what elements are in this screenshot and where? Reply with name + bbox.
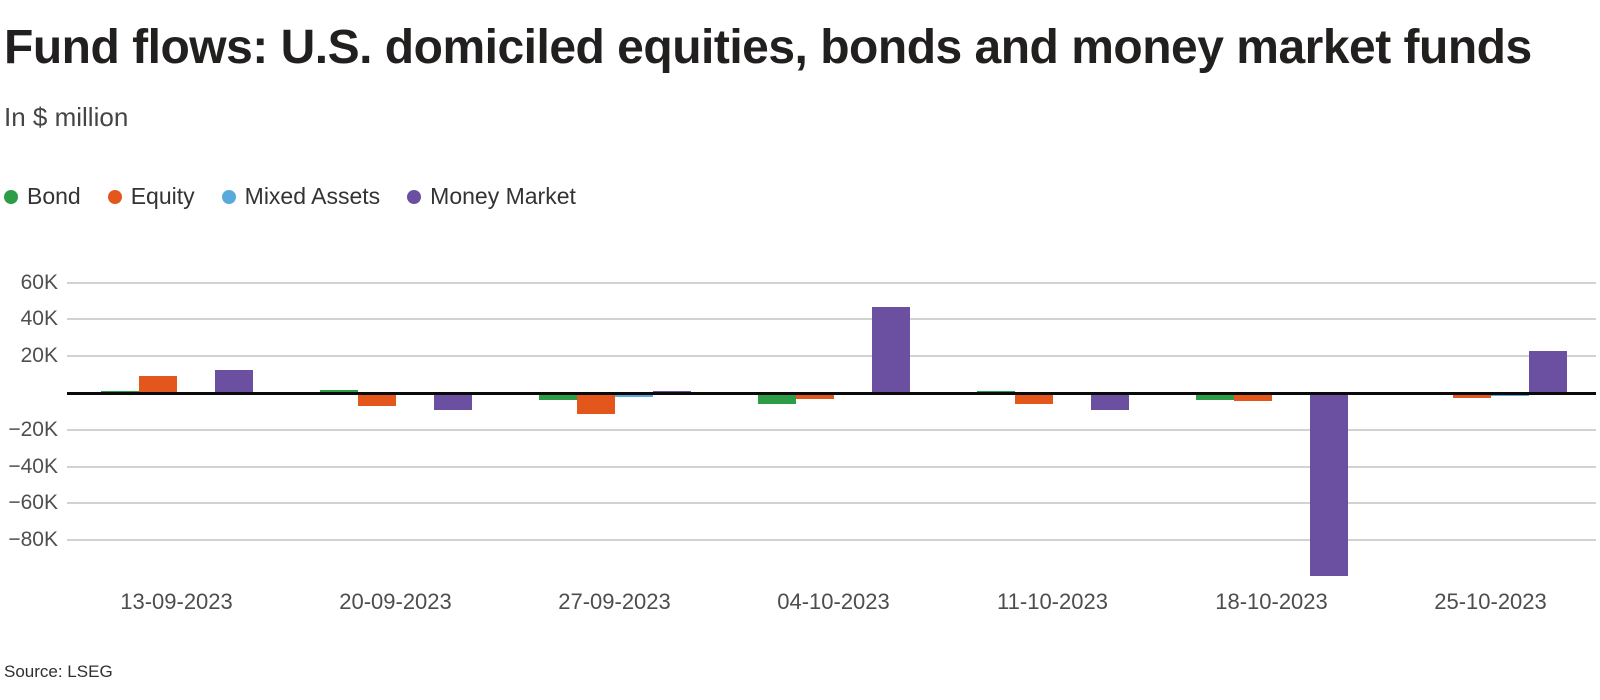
chart-legend: Bond Equity Mixed Assets Money Market (4, 183, 576, 210)
bar-equity-11-10-2023 (1014, 393, 1053, 404)
bar-money-market-04-10-2023 (871, 307, 910, 393)
y-axis-tick-label: −80K (8, 528, 58, 552)
y-axis-tick-label: 40K (20, 307, 58, 331)
gridline-40K (67, 318, 1596, 321)
bar-equity-20-09-2023 (357, 393, 396, 407)
x-axis-label-25-10-2023: 25-10-2023 (1434, 589, 1547, 614)
legend-item-bond: Bond (4, 183, 81, 210)
x-axis-label-11-10-2023: 11-10-2023 (997, 589, 1108, 614)
legend-item-label: Mixed Assets (244, 183, 381, 209)
bar-equity-25-10-2023 (1452, 393, 1491, 398)
x-axis-label-18-10-2023: 18-10-2023 (1215, 589, 1328, 614)
gridline-60K (67, 281, 1596, 284)
gridline-−80K (67, 539, 1596, 542)
legend-dot-icon (407, 189, 422, 204)
y-axis-tick-label: 60K (20, 270, 58, 294)
bar-bond-04-10-2023 (757, 393, 796, 405)
x-axis-label-27-09-2023: 27-09-2023 (558, 589, 671, 614)
legend-item-money-market: Money Market (407, 183, 576, 210)
bar-mixed-assets-27-09-2023 (614, 393, 653, 398)
gridline-20K (67, 355, 1596, 358)
bar-money-market-11-10-2023 (1090, 393, 1129, 410)
gridline-−60K (67, 502, 1596, 505)
gridline-−20K (67, 428, 1596, 431)
bar-bond-27-09-2023 (538, 393, 577, 400)
page-title: Fund flows: U.S. domiciled equities, bon… (4, 21, 1532, 74)
chart-subtitle: In $ million (4, 102, 129, 132)
y-axis-tick-label: −40K (8, 454, 58, 478)
legend-item-label: Money Market (430, 183, 576, 209)
legend-item-label: Equity (130, 183, 195, 209)
bar-money-market-20-09-2023 (433, 393, 472, 411)
source-credit: Source: LSEG (4, 662, 113, 681)
bar-money-market-25-10-2023 (1528, 351, 1567, 393)
bar-equity-18-10-2023 (1233, 393, 1272, 402)
bar-equity-13-09-2023 (138, 376, 177, 393)
legend-item-label: Bond (27, 183, 81, 209)
y-axis-tick-label: 20K (20, 344, 58, 368)
legend-dot-icon (221, 189, 236, 204)
y-axis-tick-label: −60K (8, 491, 58, 515)
bar-equity-04-10-2023 (795, 393, 834, 400)
legend-item-mixed-assets: Mixed Assets (221, 183, 381, 210)
zero-baseline (67, 391, 1596, 395)
gridline-−40K (67, 465, 1596, 468)
y-axis-tick-label: −20K (8, 417, 58, 441)
bar-money-market-13-09-2023 (214, 370, 253, 393)
x-axis-label-04-10-2023: 04-10-2023 (777, 589, 890, 614)
bar-bond-18-10-2023 (1195, 393, 1234, 401)
legend-dot-icon (107, 189, 122, 204)
x-axis-label-20-09-2023: 20-09-2023 (339, 589, 452, 614)
legend-dot-icon (4, 189, 18, 204)
x-axis-label-13-09-2023: 13-09-2023 (120, 589, 233, 614)
bar-money-market-18-10-2023 (1309, 393, 1348, 577)
bar-equity-27-09-2023 (576, 393, 615, 414)
legend-item-equity: Equity (107, 183, 195, 210)
